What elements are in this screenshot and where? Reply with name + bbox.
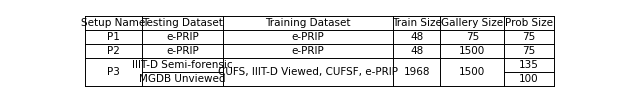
Text: e-PRIP: e-PRIP	[292, 32, 324, 42]
Text: 1968: 1968	[403, 67, 430, 77]
Text: e-PRIP: e-PRIP	[166, 32, 199, 42]
Text: Gallery Size: Gallery Size	[441, 18, 503, 28]
Text: 75: 75	[466, 32, 479, 42]
Text: 135: 135	[519, 60, 539, 70]
Text: Prob Size: Prob Size	[505, 18, 553, 28]
Text: P3: P3	[107, 67, 120, 77]
Text: IIIT-D Semi-forensic: IIIT-D Semi-forensic	[132, 60, 233, 70]
Text: 1500: 1500	[459, 67, 485, 77]
Text: CUFS, IIIT-D Viewed, CUFSF, e-PRIP: CUFS, IIIT-D Viewed, CUFSF, e-PRIP	[218, 67, 398, 77]
Text: 48: 48	[410, 32, 424, 42]
Text: e-PRIP: e-PRIP	[292, 46, 324, 56]
Text: P1: P1	[107, 32, 120, 42]
Text: 1500: 1500	[459, 46, 485, 56]
Text: Testing Dataset: Testing Dataset	[142, 18, 223, 28]
Text: 100: 100	[519, 74, 539, 84]
Text: Training Dataset: Training Dataset	[266, 18, 351, 28]
Text: P2: P2	[107, 46, 120, 56]
Text: 75: 75	[522, 46, 536, 56]
Text: Setup Name: Setup Name	[81, 18, 145, 28]
Text: Train Size: Train Size	[392, 18, 442, 28]
Text: e-PRIP: e-PRIP	[166, 46, 199, 56]
Text: MGDB Unviewed: MGDB Unviewed	[139, 74, 226, 84]
Text: 48: 48	[410, 46, 424, 56]
Text: 75: 75	[522, 32, 536, 42]
